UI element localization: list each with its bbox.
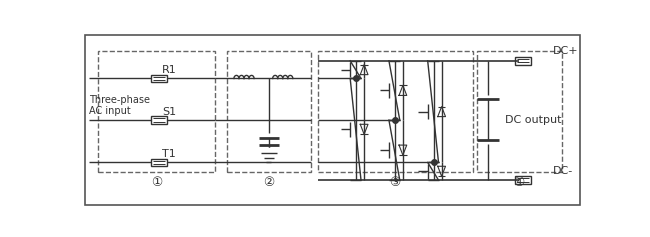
Text: S1: S1 <box>162 107 176 117</box>
Bar <box>515 176 531 184</box>
Text: DC+: DC+ <box>552 46 578 56</box>
Text: R1: R1 <box>162 65 177 75</box>
Text: ③: ③ <box>389 176 401 189</box>
Text: DC-: DC- <box>552 165 573 176</box>
Bar <box>515 57 531 65</box>
Bar <box>227 51 311 173</box>
Text: ②: ② <box>263 176 274 189</box>
Bar <box>476 51 562 173</box>
Text: DC output: DC output <box>505 115 562 125</box>
Bar <box>151 75 166 82</box>
Bar <box>98 51 214 173</box>
Text: Three-phase: Three-phase <box>89 95 150 105</box>
Text: T1: T1 <box>162 149 176 159</box>
Bar <box>318 51 473 173</box>
Text: AC input: AC input <box>89 106 131 116</box>
Bar <box>151 116 166 124</box>
Bar <box>151 159 166 166</box>
Text: ④: ④ <box>514 176 525 189</box>
Text: ①: ① <box>151 176 162 189</box>
